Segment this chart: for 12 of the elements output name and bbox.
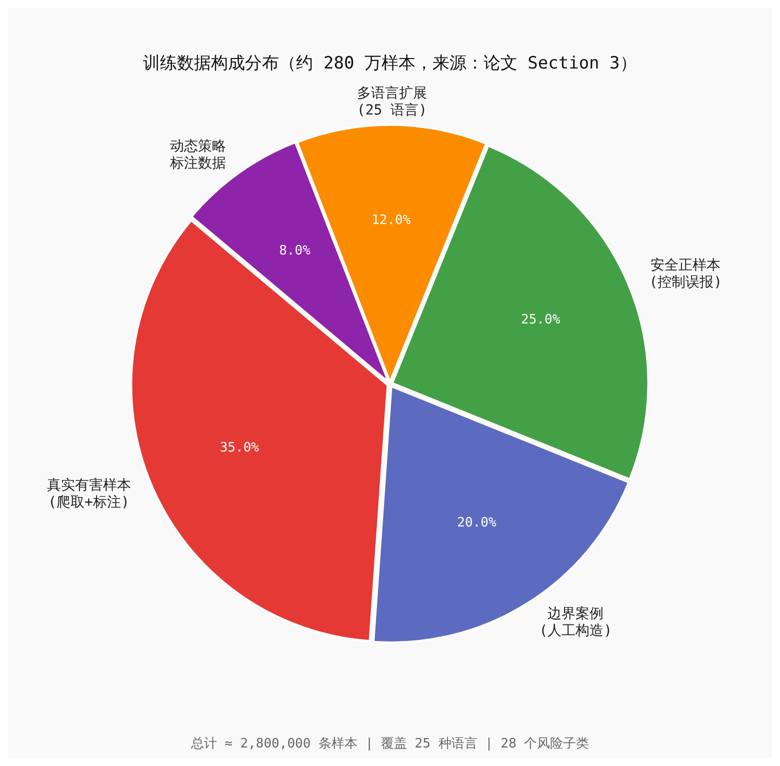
slice-label: 边界案例 (人工构造) xyxy=(539,605,612,640)
slice-label: 动态策略标注数据 xyxy=(169,138,226,172)
data-label: 8.0% xyxy=(279,244,311,259)
data-label: 12.0% xyxy=(372,212,411,228)
data-label: 25.0% xyxy=(521,312,560,328)
data-label: 35.0% xyxy=(220,440,260,456)
text: 总计 ≈ 2,800,000 条样本 | 覆盖 25 种语言 | 28 个风险子类 xyxy=(190,735,590,752)
slice-label: 真实有害样本 (爬取+标注) xyxy=(46,477,131,510)
slice-label: 多语言扩展 (25 语言) xyxy=(356,86,428,119)
slice-label: 安全正样本 (控制误报) xyxy=(649,257,722,290)
chart-title: 训练数据构成分布（约 280 万样本，来源：论文 Section 3） xyxy=(143,54,637,74)
data-label: 20.0% xyxy=(457,515,496,530)
